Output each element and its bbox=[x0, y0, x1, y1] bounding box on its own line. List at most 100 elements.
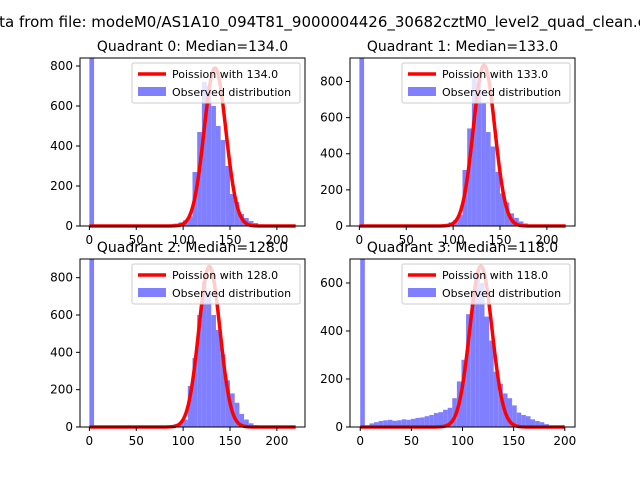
y-tick-label: 600 bbox=[50, 308, 73, 322]
histogram-bar bbox=[220, 140, 226, 226]
histogram-bar bbox=[359, 58, 365, 226]
y-tick-label: 200 bbox=[320, 372, 343, 386]
histogram-bar bbox=[485, 132, 491, 226]
legend-box bbox=[401, 263, 571, 305]
histogram-bar bbox=[406, 419, 411, 427]
y-tick-label: 400 bbox=[320, 324, 343, 338]
histogram-bar bbox=[234, 402, 240, 427]
x-tick-label: 100 bbox=[172, 434, 195, 448]
histogram-bar bbox=[514, 217, 519, 226]
histogram-bar bbox=[484, 316, 490, 427]
axes-frame bbox=[79, 57, 306, 227]
histogram-bar bbox=[374, 422, 379, 427]
histogram-bar bbox=[378, 421, 384, 427]
x-tick-label: 0 bbox=[86, 233, 94, 247]
histogram-bar bbox=[201, 281, 207, 427]
subplot-quadrant-3: 0 50 100 150 200 0 200 400 600 Quadrant 3: Median… bbox=[320, 240, 576, 448]
x-tick-label: 0 bbox=[86, 434, 94, 448]
histogram-bar bbox=[244, 419, 249, 427]
y-tick-label: 0 bbox=[335, 219, 343, 233]
histogram-bar bbox=[410, 418, 416, 427]
histogram-bar bbox=[230, 194, 235, 226]
x-tick-label: 0 bbox=[356, 434, 364, 448]
legend-patch-swatch bbox=[138, 288, 166, 297]
histogram-bar bbox=[211, 106, 216, 226]
histogram-bar bbox=[192, 357, 198, 427]
legend-label-model: Poission with 134.0 bbox=[172, 68, 278, 81]
x-tick-label: 150 bbox=[219, 233, 242, 247]
subplots: 0 50 100 150 200 0 200 400 600 800 Quadrant 0: Med… bbox=[50, 39, 576, 448]
x-tick-label: 200 bbox=[265, 434, 288, 448]
histogram-bar bbox=[467, 128, 472, 226]
x-tick-label: 100 bbox=[451, 434, 474, 448]
histogram-bar bbox=[420, 417, 425, 427]
histogram-bar bbox=[457, 215, 463, 226]
y-tick-label: 800 bbox=[320, 74, 343, 88]
histogram-bar bbox=[481, 103, 486, 226]
histogram-bar bbox=[387, 419, 393, 427]
legend: Poission with 133.0 Observed distribution bbox=[401, 62, 571, 104]
y-tick-label: 800 bbox=[50, 271, 73, 285]
y-tick-label: 0 bbox=[65, 219, 73, 233]
legend-box bbox=[401, 62, 571, 104]
histogram-bar bbox=[498, 383, 503, 427]
histogram-bar bbox=[471, 77, 477, 227]
y-tick-label: 0 bbox=[335, 420, 343, 434]
legend-patch-swatch bbox=[408, 288, 436, 297]
subplot-title: Quadrant 3: Median=118.0 bbox=[367, 240, 558, 256]
y-tick-label: 600 bbox=[320, 111, 343, 125]
histogram-bar bbox=[438, 412, 444, 427]
histogram-bar bbox=[211, 315, 216, 427]
histogram-bar bbox=[197, 315, 202, 427]
subplot-quadrant-1: 0 50 100 150 200 0 200 400 600 800 Quadrant 1: Med… bbox=[320, 39, 576, 247]
legend-label-model: Poission with 118.0 bbox=[442, 269, 548, 282]
histogram-bar bbox=[248, 221, 254, 226]
histogram-bar bbox=[466, 314, 471, 427]
x-tick-label: 0 bbox=[356, 233, 364, 247]
subplot-title: Quadrant 2: Median=128.0 bbox=[97, 240, 288, 256]
legend: Poission with 134.0 Observed distribution bbox=[131, 62, 301, 104]
histogram-bar bbox=[360, 259, 365, 427]
histogram-bar bbox=[500, 193, 505, 226]
histogram-bar bbox=[225, 166, 230, 226]
histogram-bar bbox=[248, 423, 254, 427]
histogram-bar bbox=[493, 371, 499, 427]
histogram-bar bbox=[525, 416, 531, 427]
histogram-bar bbox=[530, 419, 536, 427]
x-tick-label: 200 bbox=[535, 233, 558, 247]
histogram-bar bbox=[201, 82, 207, 226]
histogram-bar bbox=[475, 273, 480, 427]
histogram-bar bbox=[215, 329, 221, 427]
histogram-bar bbox=[215, 126, 221, 226]
histogram-bar bbox=[476, 83, 482, 226]
subplot-title: Quadrant 1: Median=133.0 bbox=[367, 39, 558, 55]
legend-patch-swatch bbox=[408, 87, 436, 96]
histogram-bar bbox=[539, 422, 545, 427]
legend: Poission with 128.0 Observed distribution bbox=[131, 263, 301, 305]
histogram-bar bbox=[507, 398, 513, 427]
histogram-bar bbox=[535, 421, 540, 427]
histogram-bar bbox=[447, 407, 453, 427]
histogram-bar bbox=[187, 216, 193, 226]
histogram-bar bbox=[429, 415, 434, 427]
histogram-bar bbox=[512, 405, 517, 427]
y-tick-label: 600 bbox=[50, 99, 73, 113]
histogram-bar bbox=[220, 354, 226, 427]
histogram-bar bbox=[89, 259, 95, 427]
x-tick-label: 100 bbox=[442, 233, 465, 247]
histogram-bar bbox=[415, 417, 421, 427]
histogram-bar bbox=[424, 416, 430, 427]
legend-box bbox=[131, 263, 301, 305]
subplot-quadrant-0: 0 50 100 150 200 0 200 400 600 800 Quadrant 0: Med… bbox=[50, 39, 306, 247]
histogram-bar bbox=[401, 419, 407, 427]
histogram-bar bbox=[521, 415, 526, 427]
y-tick-label: 200 bbox=[50, 179, 73, 193]
histogram-bar bbox=[225, 380, 230, 427]
y-tick-label: 200 bbox=[320, 183, 343, 197]
x-tick-label: 150 bbox=[502, 434, 525, 448]
histogram-bar bbox=[183, 419, 188, 427]
axes-frame bbox=[79, 258, 306, 428]
histogram-bar bbox=[89, 58, 95, 226]
legend: Poission with 118.0 Observed distribution bbox=[401, 263, 571, 305]
